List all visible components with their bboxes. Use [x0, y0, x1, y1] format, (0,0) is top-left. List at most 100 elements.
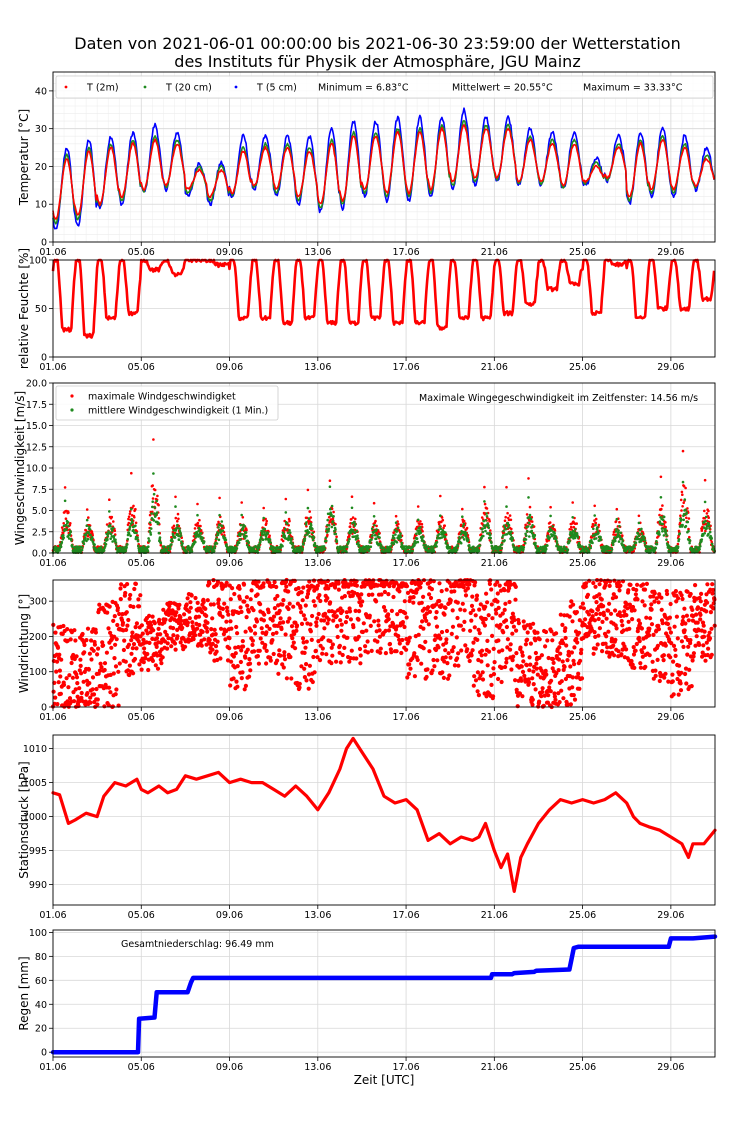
data-point — [82, 642, 87, 648]
data-point — [509, 518, 513, 522]
data-point — [568, 539, 571, 543]
data-point — [456, 545, 460, 548]
data-point — [96, 646, 101, 651]
data-point — [290, 537, 294, 540]
data-point — [213, 546, 217, 550]
stat-label: Minimum = 6.83°C — [318, 83, 409, 94]
data-point — [576, 536, 580, 539]
data-point — [368, 623, 373, 629]
data-point — [337, 643, 342, 648]
data-point — [418, 522, 422, 526]
data-point — [64, 517, 68, 520]
data-point — [157, 531, 161, 535]
data-point — [507, 523, 511, 527]
data-point — [331, 520, 335, 523]
data-point — [203, 606, 208, 612]
data-point — [224, 538, 228, 542]
data-point — [121, 546, 125, 549]
data-point — [150, 512, 153, 515]
data-point — [179, 534, 183, 537]
data-point — [165, 548, 169, 551]
data-point — [677, 538, 681, 541]
data-point — [308, 535, 312, 538]
data-point — [710, 542, 714, 546]
data-point — [382, 589, 387, 595]
data-point — [177, 517, 180, 521]
data-point — [332, 510, 335, 514]
data-point — [238, 605, 243, 610]
data-point — [258, 545, 261, 549]
data-point — [220, 533, 224, 536]
data-point — [196, 614, 202, 619]
data-point — [152, 438, 155, 441]
data-point — [400, 541, 404, 545]
data-point — [711, 544, 715, 548]
data-point — [664, 529, 668, 533]
data-point — [147, 640, 152, 646]
data-point — [688, 539, 692, 542]
data-point — [439, 494, 442, 498]
data-point — [190, 550, 194, 553]
data-point — [332, 515, 335, 518]
data-point — [361, 621, 366, 626]
data-point — [104, 650, 109, 655]
data-point — [268, 658, 273, 663]
data-point — [274, 630, 279, 635]
data-point — [378, 536, 381, 539]
data-point — [138, 593, 143, 598]
data-point — [152, 519, 156, 522]
data-point — [360, 599, 365, 604]
data-point — [261, 538, 265, 541]
x-tick-label: 17.06 — [392, 247, 419, 258]
data-point — [708, 526, 711, 530]
data-point — [489, 533, 492, 536]
data-point — [199, 524, 202, 528]
data-point — [156, 494, 159, 498]
data-point — [343, 620, 348, 625]
data-point — [217, 523, 221, 527]
data-point — [250, 642, 255, 648]
data-point — [363, 644, 368, 649]
data-point — [462, 519, 466, 523]
data-point — [402, 624, 407, 630]
data-point — [682, 518, 685, 522]
legend-marker — [70, 408, 74, 412]
data-point — [402, 545, 406, 548]
data-point — [461, 536, 465, 539]
series-line-hum — [51, 258, 716, 339]
data-point — [568, 528, 571, 531]
data-point — [297, 685, 302, 690]
data-point — [480, 516, 484, 519]
data-point — [187, 616, 192, 621]
data-point — [665, 534, 669, 537]
data-point — [157, 617, 162, 623]
data-point — [286, 531, 290, 535]
data-point — [527, 477, 530, 480]
data-point — [79, 671, 84, 676]
data-point — [396, 633, 401, 639]
data-point — [501, 534, 505, 537]
data-point — [485, 512, 488, 515]
data-point — [195, 626, 200, 631]
data-point — [279, 626, 284, 632]
data-point — [287, 534, 291, 538]
data-point — [57, 652, 62, 657]
data-point — [247, 661, 253, 666]
data-point — [525, 534, 528, 538]
data-point — [108, 690, 113, 695]
data-point — [85, 524, 89, 527]
data-point — [82, 542, 86, 546]
data-point — [665, 538, 668, 541]
x-tick-label: 13.06 — [304, 558, 331, 569]
data-point — [290, 636, 295, 641]
data-point — [97, 602, 102, 607]
data-point — [421, 535, 425, 539]
data-point — [528, 513, 532, 517]
data-point — [62, 536, 65, 539]
data-point — [228, 619, 233, 624]
plot-area-temp — [52, 107, 715, 230]
data-point — [127, 517, 130, 521]
data-point — [419, 520, 422, 523]
data-point — [336, 545, 340, 549]
series-line-t-2m- — [52, 124, 715, 220]
